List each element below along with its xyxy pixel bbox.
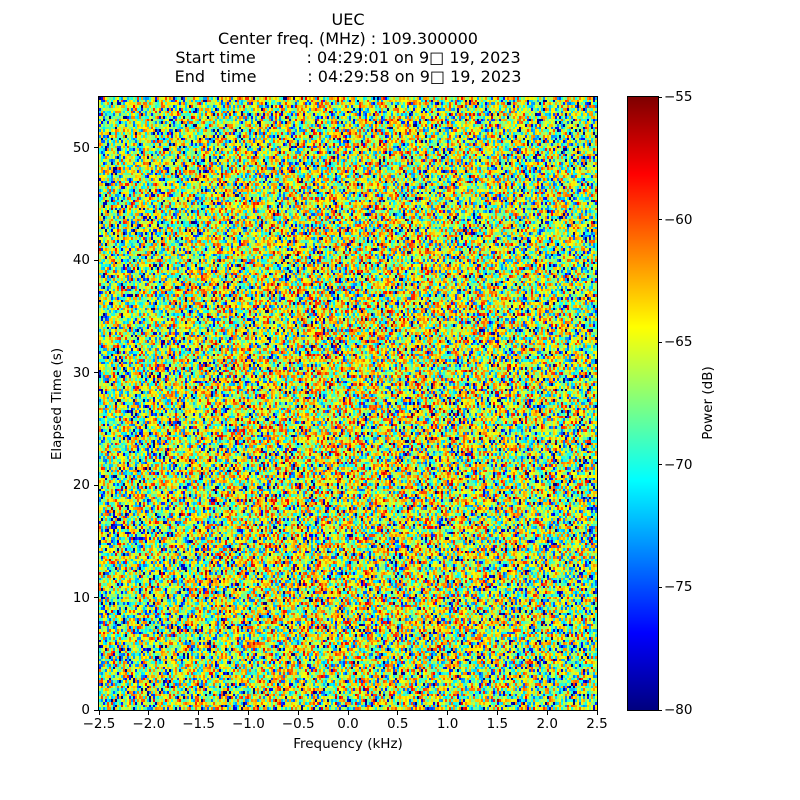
x-tick-mark (247, 711, 249, 715)
x-tick-label: −0.5 (281, 716, 315, 732)
x-tick-mark (447, 711, 449, 715)
colorbar-tick-label: −65 (664, 334, 693, 351)
x-tick-label: −1.5 (182, 716, 215, 732)
x-tick-label: −2.5 (82, 716, 116, 732)
y-tick-label: 50 (72, 139, 90, 156)
x-tick-label: 0.0 (337, 716, 359, 732)
y-tick-mark (94, 484, 98, 486)
chart-title: UEC (331, 10, 365, 29)
colorbar-tick-mark (658, 464, 662, 466)
x-tick-mark (98, 711, 100, 715)
colorbar-tick-label: −75 (664, 579, 693, 596)
colorbar-gradient (628, 97, 658, 710)
x-tick-mark (148, 711, 150, 715)
x-tick-label: −1.0 (232, 716, 265, 732)
colorbar-tick-mark (658, 219, 662, 221)
colorbar-tick-mark (658, 96, 662, 98)
x-tick-label: 1.0 (436, 716, 459, 732)
colorbar-tick-mark (658, 586, 662, 588)
end-time-line: End time : 04:29:58 on 9□ 19, 2023 (174, 67, 522, 86)
spectrogram-heatmap (99, 97, 597, 710)
center-freq-line: Center freq. (MHz) : 109.300000 (218, 29, 478, 48)
x-tick-mark (596, 711, 598, 715)
x-tick-label: 2.5 (586, 716, 608, 732)
x-tick-label: −2.0 (132, 716, 166, 732)
x-tick-mark (198, 711, 200, 715)
x-tick-mark (297, 711, 299, 715)
colorbar-tick-label: −70 (664, 456, 693, 473)
y-tick-label: 0 (81, 702, 90, 718)
x-tick-mark (347, 711, 349, 715)
y-tick-mark (94, 372, 98, 374)
colorbar-tick-label: −60 (664, 211, 693, 228)
y-tick-mark (94, 709, 98, 711)
y-tick-mark (94, 259, 98, 261)
colorbar-tick-label: −55 (664, 89, 693, 105)
start-time-line: Start time : 04:29:01 on 9□ 19, 2023 (175, 48, 521, 67)
colorbar-tick-mark (658, 709, 662, 711)
y-tick-label: 10 (72, 589, 90, 606)
y-tick-label: 30 (72, 364, 90, 381)
colorbar-tick-label: −80 (664, 702, 693, 718)
x-tick-label: 0.5 (387, 716, 409, 732)
x-tick-mark (496, 711, 498, 715)
x-axis-label: Frequency (kHz) (293, 736, 403, 752)
y-tick-mark (94, 597, 98, 599)
y-tick-label: 40 (72, 252, 90, 269)
x-tick-mark (546, 711, 548, 715)
x-tick-mark (397, 711, 399, 715)
colorbar-tick-mark (658, 341, 662, 343)
colorbar-label: Power (dB) (700, 366, 716, 440)
x-tick-label: 1.5 (486, 716, 509, 732)
y-tick-mark (94, 147, 98, 149)
y-tick-label: 20 (72, 477, 90, 494)
chart-title-block: UEC Center freq. (MHz) : 109.300000 Star… (99, 10, 597, 86)
x-tick-label: 2.0 (536, 716, 558, 732)
